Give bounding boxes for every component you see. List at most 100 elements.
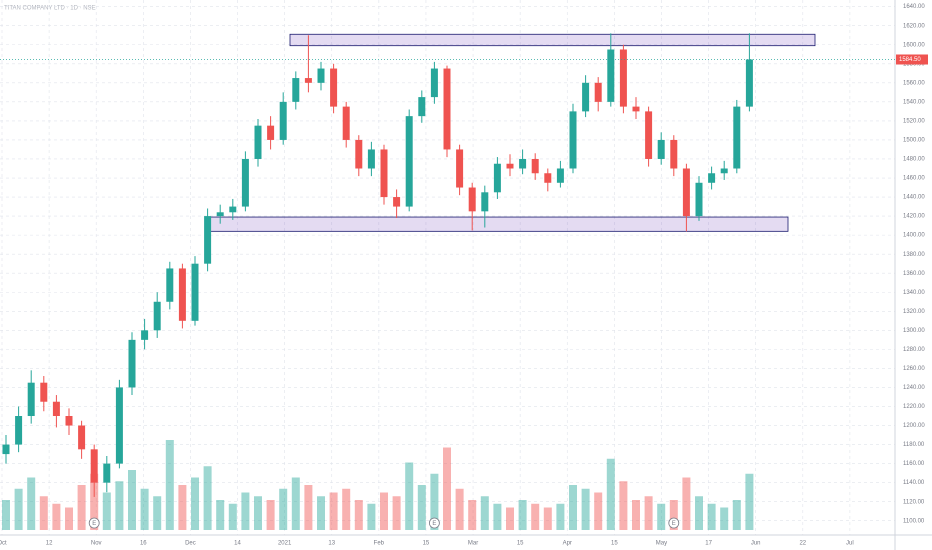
candle-body <box>607 49 615 102</box>
volume-bar <box>102 492 111 530</box>
earnings-label: E <box>92 521 96 527</box>
volume-bar <box>317 496 325 530</box>
x-tick-label: 22 <box>799 541 806 547</box>
y-tick-label: 1240.00 <box>903 385 925 391</box>
volume-bar <box>266 500 275 530</box>
candle-body <box>519 158 527 169</box>
x-tick-label: Nov <box>91 541 102 547</box>
candle-body <box>645 111 653 159</box>
candle-body <box>2 444 10 455</box>
volume-bar <box>228 503 237 530</box>
volume-bar <box>128 470 136 530</box>
volume-bar <box>380 492 388 530</box>
volume-bar <box>392 496 401 530</box>
candle-body <box>304 78 312 83</box>
candle-body <box>204 216 212 264</box>
candle-body <box>393 197 401 207</box>
volume-bar <box>115 481 124 530</box>
candle-body <box>720 168 728 174</box>
candle-body <box>178 268 186 321</box>
volume-bar <box>304 485 313 530</box>
candle-body <box>430 68 438 98</box>
candle-body <box>456 149 464 188</box>
candle-body <box>27 382 35 417</box>
candle-body <box>733 106 741 169</box>
candle-body <box>229 206 237 213</box>
earnings-label: E <box>432 521 436 527</box>
earnings-marker <box>428 517 440 529</box>
candle-body <box>103 463 111 483</box>
y-tick-label: 1400.00 <box>903 233 925 239</box>
x-tick-label: 14 <box>234 541 241 547</box>
candle-body <box>657 139 665 159</box>
candle-body <box>342 106 350 140</box>
candle-body <box>670 139 678 169</box>
volume-bar <box>153 496 162 530</box>
candle-body <box>141 330 149 340</box>
candle-body <box>355 139 363 169</box>
candle-body <box>330 68 338 107</box>
candle-body <box>594 82 602 102</box>
volume-bar <box>506 507 514 530</box>
candle-body <box>191 263 199 321</box>
volume-bar <box>669 500 678 530</box>
y-tick-label: 1140.00 <box>903 480 925 486</box>
volume-bar <box>405 462 414 530</box>
volume-bar <box>291 477 300 530</box>
y-tick-label: 1640.00 <box>903 4 925 10</box>
x-tick-label: Mar <box>468 541 478 547</box>
y-tick-label: 1360.00 <box>903 271 925 277</box>
x-tick-label: 15 <box>611 541 618 547</box>
x-tick-label: 2021 <box>278 541 292 547</box>
x-tick-label: Oct <box>0 541 7 547</box>
volume-bar <box>140 488 149 530</box>
y-tick-label: 1280.00 <box>903 347 925 353</box>
earnings-label: E <box>672 521 676 527</box>
candle-body <box>254 125 262 159</box>
candle-body <box>708 173 716 183</box>
y-tick-label: 1540.00 <box>903 99 925 105</box>
candle-body <box>695 182 703 217</box>
volume-bar <box>191 477 199 530</box>
y-tick-label: 1460.00 <box>903 176 925 182</box>
volume-bar <box>39 496 48 530</box>
x-tick-label: Jul <box>846 541 854 547</box>
x-tick-label: 17 <box>705 541 712 547</box>
candle-body <box>468 187 476 212</box>
last-price-tag <box>896 54 928 65</box>
y-tick-label: 1340.00 <box>903 290 925 296</box>
volume-bar <box>329 492 338 530</box>
volume-bar <box>52 503 61 530</box>
x-tick-label: 13 <box>328 541 335 547</box>
candle-body <box>380 149 388 198</box>
y-tick-label: 1500.00 <box>903 138 925 144</box>
earnings-marker <box>88 517 100 529</box>
candle-body <box>216 212 224 217</box>
y-tick-label: 1300.00 <box>903 328 925 334</box>
volume-bar <box>556 503 565 530</box>
x-tick-label: 15 <box>517 541 524 547</box>
volume-bar <box>216 500 225 530</box>
volume-bar <box>632 500 640 530</box>
y-tick-label: 1380.00 <box>903 252 925 258</box>
candle-body <box>78 425 86 450</box>
volume-bar <box>367 503 376 530</box>
zone <box>289 33 816 47</box>
volume-bar <box>606 458 615 530</box>
x-tick-label: 12 <box>46 541 53 547</box>
y-tick-label: 1220.00 <box>903 404 925 410</box>
candle-body <box>418 97 426 117</box>
volume-bar <box>165 440 174 530</box>
y-tick-label: 1420.00 <box>903 214 925 220</box>
candle-body <box>582 82 590 112</box>
candle-body <box>405 116 413 207</box>
volume-bar <box>644 496 653 530</box>
volume-bar <box>619 481 628 530</box>
volume-bar <box>430 473 439 530</box>
volume-bar <box>480 496 489 530</box>
candle-body <box>531 158 539 174</box>
volume-bar <box>493 503 502 530</box>
candle-body <box>40 382 48 402</box>
